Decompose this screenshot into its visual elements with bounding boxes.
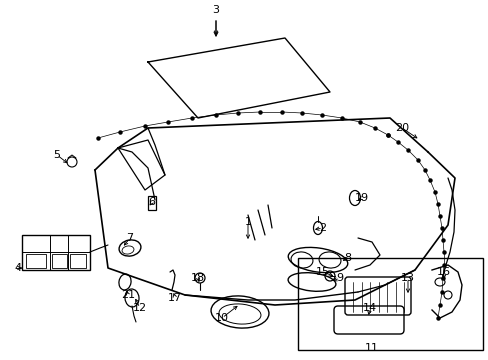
Text: 6: 6	[148, 197, 155, 207]
Text: 21: 21	[121, 290, 135, 300]
Text: 20: 20	[394, 123, 408, 133]
Text: 13: 13	[400, 273, 414, 283]
Bar	[70, 254, 86, 268]
Text: 12: 12	[133, 303, 147, 313]
Text: 15: 15	[315, 267, 329, 277]
Text: 11: 11	[364, 343, 378, 353]
Text: 1: 1	[244, 217, 251, 227]
Text: 16: 16	[436, 267, 450, 277]
Bar	[26, 254, 46, 268]
Text: 10: 10	[215, 313, 228, 323]
Text: 7: 7	[126, 233, 133, 243]
Text: 2: 2	[319, 223, 326, 233]
Text: 19: 19	[354, 193, 368, 203]
Text: 4: 4	[15, 263, 21, 273]
Text: 9: 9	[336, 273, 343, 283]
Bar	[148, 196, 156, 210]
Text: 3: 3	[212, 5, 219, 15]
Text: 18: 18	[190, 273, 204, 283]
Text: 14: 14	[362, 303, 376, 313]
Text: 8: 8	[344, 253, 351, 263]
Bar	[52, 254, 67, 268]
Text: 5: 5	[53, 150, 61, 160]
Text: 17: 17	[167, 293, 182, 303]
Bar	[297, 258, 482, 350]
